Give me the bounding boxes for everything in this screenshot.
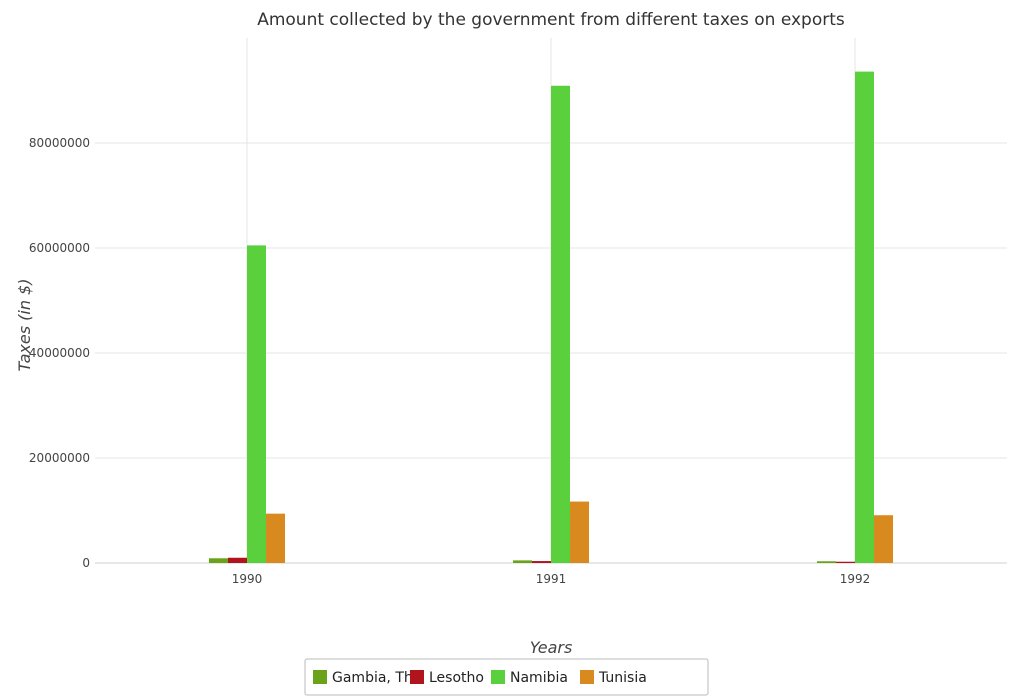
legend-box	[304, 658, 709, 696]
legend: Gambia, The Lesotho Namibia Tunisia	[304, 658, 709, 696]
y-tick-label: 20000000	[29, 451, 90, 465]
bar-tunisia-1992	[874, 515, 893, 563]
bar-lesotho-1992	[836, 561, 855, 563]
bar-tunisia-1990	[266, 513, 285, 563]
bar-tunisia-1991	[570, 501, 589, 563]
bar-namibia-1992	[855, 71, 874, 563]
legend-label: Gambia, The	[332, 670, 421, 686]
y-axis-ticks: 0 20000000 40000000 60000000 80000000	[29, 136, 90, 570]
x-tick-label: 1991	[536, 572, 567, 586]
bar-lesotho-1990	[228, 557, 247, 563]
y-tick-label: 0	[82, 556, 90, 570]
x-tick-label: 1992	[840, 572, 871, 586]
y-tick-label: 80000000	[29, 136, 90, 150]
y-tick-label: 60000000	[29, 241, 90, 255]
legend-swatch	[491, 670, 505, 684]
y-tick-label: 40000000	[29, 346, 90, 360]
chart-title: Amount collected by the government from …	[257, 10, 845, 30]
legend-label: Lesotho	[429, 670, 484, 686]
x-axis-ticks: 1990 1991 1992	[232, 572, 871, 586]
legend-swatch	[410, 670, 424, 684]
bars	[209, 71, 893, 564]
x-axis-label: Years	[530, 638, 573, 657]
legend-swatch	[580, 670, 594, 684]
legend-label: Namibia	[510, 670, 568, 686]
bar-namibia-1991	[551, 85, 570, 564]
legend-swatch	[313, 670, 327, 684]
bar-gambia-the-1992	[817, 561, 836, 563]
bar-gambia-the-1991	[513, 560, 532, 563]
x-tick-label: 1990	[232, 572, 263, 586]
y-axis-label: Taxes (in $)	[15, 279, 34, 372]
legend-label: Tunisia	[598, 670, 647, 686]
bar-gambia-the-1990	[209, 558, 228, 563]
bar-lesotho-1991	[532, 561, 551, 563]
bar-namibia-1990	[247, 245, 266, 563]
